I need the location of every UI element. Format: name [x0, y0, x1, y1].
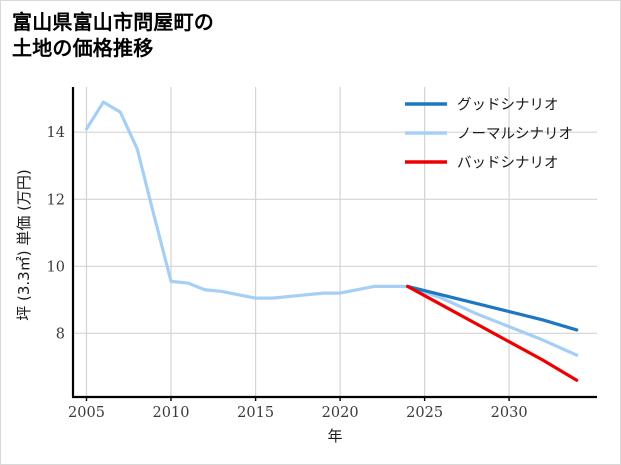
x-tick-label: 2015	[237, 405, 274, 421]
tick-labels-group: 2005 2010 2015 2020 2025 2030 8 10 12 14	[47, 125, 528, 421]
legend-label: ノーマルシナリオ	[457, 127, 573, 143]
y-tick-label: 8	[56, 326, 65, 342]
tick-marks-group	[85, 397, 510, 401]
x-tick-label: 2005	[68, 405, 105, 421]
gridlines-group	[73, 87, 597, 397]
series-line	[406, 284, 579, 332]
y-tick-label: 10	[47, 259, 65, 275]
x-tick-label: 2010	[153, 405, 190, 421]
x-tick-label: 2020	[322, 405, 359, 421]
series-line	[406, 284, 579, 382]
series-line	[84, 100, 579, 357]
legend-label: バッドシナリオ	[457, 156, 559, 172]
y-tick-label: 14	[47, 125, 65, 141]
x-axis-title: 年	[327, 427, 342, 445]
data-series-group	[84, 100, 579, 382]
x-tick-label: 2025	[406, 405, 443, 421]
y-tick-label: 12	[47, 192, 65, 208]
y-axis-title: 坪 (3.3㎡) 単価 (万円)	[15, 169, 33, 321]
page-title: 富山県富山市問屋町の 土地の価格推移	[12, 10, 214, 61]
legend-label: グッドシナリオ	[457, 97, 559, 114]
x-tick-label: 2030	[491, 405, 528, 421]
